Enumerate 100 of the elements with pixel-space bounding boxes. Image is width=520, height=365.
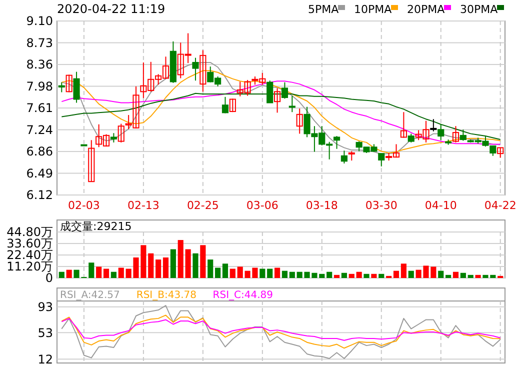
candlestick xyxy=(438,124,444,141)
candlestick xyxy=(274,88,281,114)
bar xyxy=(110,272,116,278)
candlestick xyxy=(200,50,206,92)
bar xyxy=(452,272,459,278)
candlestick xyxy=(66,74,72,93)
line-series xyxy=(61,305,501,359)
bar xyxy=(96,266,102,278)
bar xyxy=(400,264,406,278)
candlestick xyxy=(296,108,303,134)
bar xyxy=(162,257,169,278)
candlestick xyxy=(340,150,348,164)
x-tick-label: 02-25 xyxy=(186,199,219,212)
bar xyxy=(88,262,94,278)
chart-title: 成交量:29215 xyxy=(60,220,132,233)
candlestick xyxy=(229,98,236,113)
legend-label: 30PMA xyxy=(460,3,498,16)
y-tick-label: 6.49 xyxy=(26,166,53,180)
bar xyxy=(378,274,384,278)
bar xyxy=(170,249,176,278)
y-tick-label: 22.40万 xyxy=(6,248,53,262)
y-tick-label: 7.24 xyxy=(26,122,53,137)
candlestick xyxy=(88,140,95,182)
y-tick-label: 11.20万 xyxy=(6,260,53,274)
bar xyxy=(319,274,325,278)
y-tick-label: 93 xyxy=(38,300,53,314)
bar xyxy=(185,249,191,278)
y-tick-label: 33.60万 xyxy=(6,236,53,251)
bar xyxy=(326,272,332,278)
y-tick-label: 12 xyxy=(38,352,53,365)
line-series xyxy=(61,318,501,341)
bar xyxy=(222,264,228,278)
candlestick xyxy=(222,96,229,114)
x-tick-label: 02-03 xyxy=(68,199,100,212)
candlestick xyxy=(348,150,355,162)
bar xyxy=(118,268,124,278)
candlestick xyxy=(266,80,274,104)
candlestick xyxy=(400,112,407,138)
bar xyxy=(178,240,184,278)
bar xyxy=(408,270,414,278)
candlestick xyxy=(430,118,437,132)
candlestick xyxy=(452,126,460,143)
y-tick-label: 53 xyxy=(38,326,53,340)
y-tick-label: 7.61 xyxy=(26,101,53,116)
bar xyxy=(260,268,266,278)
y-tick-label: 6.12 xyxy=(26,188,53,202)
bar xyxy=(208,260,214,278)
bar xyxy=(148,253,154,278)
y-tick-label: 6.86 xyxy=(26,144,53,159)
bar xyxy=(267,268,273,278)
x-tick-label: 04-10 xyxy=(424,199,457,212)
y-tick-label: 44.80万 xyxy=(6,225,53,240)
bar xyxy=(460,272,466,278)
bar xyxy=(393,270,400,278)
bar xyxy=(364,274,370,278)
series-label: RSI_A:42.57 xyxy=(60,290,120,301)
bar xyxy=(66,270,72,278)
bar xyxy=(200,245,206,278)
chart-title: 2020-04-22 11:19 xyxy=(57,2,166,16)
candlestick xyxy=(192,57,199,82)
candlestick xyxy=(378,153,385,167)
y-tick-label: 8.73 xyxy=(26,36,53,50)
y-tick-label: 8.36 xyxy=(26,58,53,72)
bar xyxy=(156,260,162,278)
bar xyxy=(468,274,474,278)
bar xyxy=(356,272,362,278)
bar xyxy=(230,268,236,278)
bar xyxy=(446,274,452,278)
bar xyxy=(192,253,198,278)
y-tick-label: 9.10 xyxy=(26,14,53,28)
legend-label: 10PMA xyxy=(354,3,392,16)
bar xyxy=(282,270,288,278)
bar xyxy=(438,270,444,278)
bar xyxy=(348,274,354,278)
bar xyxy=(289,272,295,278)
bar xyxy=(215,268,221,278)
x-tick-label: 03-30 xyxy=(365,199,398,212)
candlestick xyxy=(497,147,504,158)
bar xyxy=(237,266,243,278)
text: RSI_C:44.89 xyxy=(212,290,274,301)
bar xyxy=(103,268,110,278)
bar xyxy=(475,274,481,278)
y-tick-label: 0 xyxy=(45,271,53,286)
candlestick xyxy=(58,82,65,93)
candlestick xyxy=(460,129,466,142)
candlestick xyxy=(110,132,117,143)
x-tick-label: 02-13 xyxy=(127,199,160,212)
bar xyxy=(341,272,347,278)
candlestick xyxy=(281,82,288,100)
candlestick xyxy=(73,71,80,104)
candlestick xyxy=(288,95,296,113)
x-tick-label: 04-22 xyxy=(484,199,516,212)
x-tick-label: 03-18 xyxy=(306,199,338,212)
legend-label: 20PMA xyxy=(407,3,446,16)
x-tick-label: 03-06 xyxy=(246,199,278,212)
y-tick-label: 7.98 xyxy=(26,79,53,94)
bar xyxy=(274,268,280,278)
candlestick xyxy=(333,136,340,150)
candlestick xyxy=(118,123,124,143)
line-series xyxy=(61,314,501,349)
